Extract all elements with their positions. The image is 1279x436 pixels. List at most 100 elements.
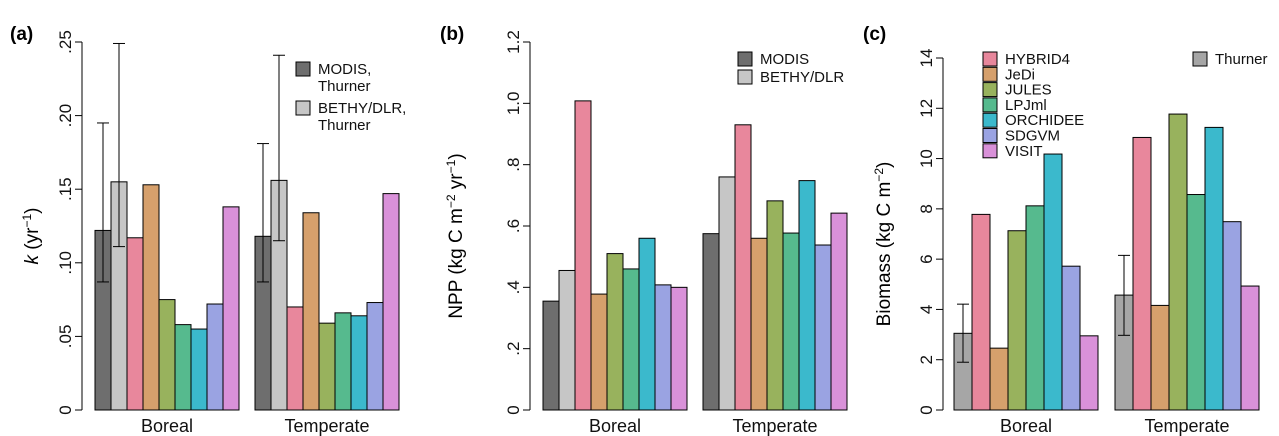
legend-label: Thurner: [318, 117, 371, 134]
category-label: Temperate: [284, 416, 369, 436]
bar-visit: [222, 206, 240, 411]
y-axis-title: k (yr−1): [20, 208, 43, 265]
legend-swatch-bethy: [737, 69, 753, 85]
y-tick-label: .10: [56, 251, 75, 275]
y-tick-label: 2: [917, 355, 936, 364]
y-axis-title: NPP (kg C m−2 yr−1): [444, 153, 467, 318]
y-tick-label: 14: [917, 49, 936, 68]
panel-label: (c): [863, 24, 886, 45]
y-tick-label: 0: [917, 405, 936, 414]
bar-jules: [158, 299, 176, 411]
bar-modis: [702, 233, 720, 411]
bar-jedi: [750, 237, 768, 411]
legend-swatch-thurner: [1192, 51, 1208, 67]
bar-hybrid4: [286, 306, 304, 411]
bar-sdgvm: [206, 303, 224, 411]
y-tick-label: 6: [917, 254, 936, 263]
category-label: Temperate: [732, 416, 817, 436]
y-tick-label: .8: [504, 158, 523, 172]
legend-label: HYBRID4: [1005, 51, 1070, 68]
bar-hybrid4: [126, 237, 144, 411]
bar-sdgvm: [654, 284, 672, 411]
legend-swatch-bethy: [295, 100, 311, 116]
bar-visit: [1079, 335, 1099, 411]
y-tick-label: 0: [56, 405, 75, 414]
panel-label: (a): [10, 24, 33, 45]
legend-label: LPJml: [1005, 97, 1047, 114]
bar-jedi: [302, 212, 320, 411]
y-tick-label: 4: [917, 305, 936, 314]
bar-bethy: [558, 269, 576, 411]
bar-lpjml: [782, 232, 800, 411]
y-tick-label: .05: [56, 325, 75, 349]
bar-hybrid4: [734, 124, 752, 411]
legend-label: JeDi: [1005, 66, 1035, 83]
bar-orchidee: [1204, 126, 1224, 411]
y-tick-label: .4: [504, 280, 523, 294]
bar-sdgvm: [1222, 221, 1242, 411]
legend-label: BETHY/DLR: [760, 69, 844, 86]
bar-jules: [1007, 230, 1027, 411]
bar-visit: [830, 212, 848, 411]
bar-lpjml: [174, 324, 192, 411]
bar-sdgvm: [366, 302, 384, 411]
category-label: Boreal: [1000, 416, 1052, 436]
bar-jedi: [1150, 304, 1170, 411]
panel-b: 0 .2 .4 .6 .8 1.0 1.2 NPP (kg C m−2 yr−1) (b) Bor…: [440, 24, 848, 436]
bar-jedi: [989, 347, 1009, 411]
y-tick-label: 1.2: [504, 30, 523, 54]
category-label: Boreal: [141, 416, 193, 436]
bar-jules: [1168, 113, 1188, 411]
legend-swatch-lpjml: [982, 97, 998, 113]
legend-label: SDGVM: [1005, 128, 1060, 145]
category-label: Boreal: [589, 416, 641, 436]
bar-orchidee: [1043, 153, 1063, 411]
legend-swatch-modis: [737, 51, 753, 67]
legend-swatch-jedi: [982, 66, 998, 82]
bar-lpjml: [1186, 194, 1206, 411]
legend-swatch-visit: [982, 143, 998, 159]
y-tick-label: .20: [56, 104, 75, 128]
panel-c: 0 2 4 6 8 10 12 14 Biomass (kg C m−2) (c) Boreal Te…: [863, 24, 1268, 436]
legend-swatch-orchidee: [982, 112, 998, 128]
bar-jules: [318, 322, 336, 411]
y-tick-label: .25: [56, 30, 75, 54]
bar-lpjml: [1025, 205, 1045, 411]
y-tick-label: .2: [504, 342, 523, 356]
y-tick-label: .15: [56, 177, 75, 201]
y-tick-label: 8: [917, 204, 936, 213]
bar-bethy: [718, 176, 736, 411]
bar-visit: [1240, 285, 1260, 411]
legend-label: MODIS,: [318, 61, 371, 78]
y-axis-title: Biomass (kg C m−2): [872, 162, 895, 327]
bar-jules: [606, 253, 624, 411]
bar-hybrid4: [574, 100, 592, 411]
bar-sdgvm: [1061, 265, 1081, 411]
bar-orchidee: [798, 180, 816, 411]
y-tick-label: 12: [917, 99, 936, 118]
bar-jedi: [142, 184, 160, 411]
legend-label: MODIS: [760, 51, 809, 68]
legend-label: ORCHIDEE: [1005, 112, 1084, 129]
bar-jules: [766, 200, 784, 411]
bar-jedi: [590, 293, 608, 411]
bar-visit: [670, 286, 688, 411]
panel-label: (b): [440, 24, 464, 45]
legend-swatch-hybrid4: [982, 51, 998, 67]
y-tick-label: 1.0: [504, 92, 523, 116]
legend-label: Thurner: [318, 78, 371, 95]
bar-orchidee: [638, 237, 656, 411]
bar-sdgvm: [814, 244, 832, 411]
y-tick-label: 10: [917, 149, 936, 168]
legend-swatch-jules: [982, 82, 998, 98]
bar-lpjml: [334, 312, 352, 411]
legend-swatch-sdgvm: [982, 128, 998, 143]
legend-label: JULES: [1005, 82, 1052, 99]
legend-label: VISIT: [1005, 143, 1043, 160]
bar-orchidee: [190, 328, 208, 411]
bar-visit: [382, 193, 400, 411]
bar-lpjml: [622, 268, 640, 411]
bar-hybrid4: [971, 213, 991, 411]
y-tick-label: 0: [504, 405, 523, 414]
